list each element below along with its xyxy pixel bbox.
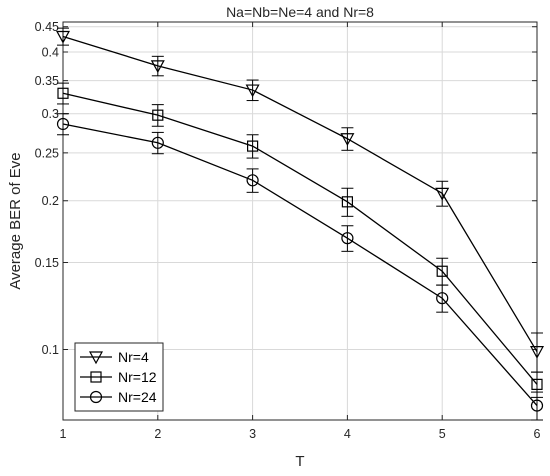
legend-marker xyxy=(89,390,103,404)
legend-label: Nr=12 xyxy=(118,369,157,385)
data-point xyxy=(55,30,71,44)
grid-lines xyxy=(63,22,537,420)
x-tick-label: 1 xyxy=(60,427,67,441)
data-point xyxy=(341,196,353,208)
series-layer xyxy=(55,27,545,421)
data-point xyxy=(435,187,450,201)
legend-label: Nr=4 xyxy=(118,349,149,365)
y-tick-label: 0.1 xyxy=(42,343,59,357)
data-point xyxy=(56,117,70,131)
y-tick-label: 0.4 xyxy=(42,45,59,59)
data-point xyxy=(530,399,544,412)
y-tick-label: 0.35 xyxy=(35,74,59,88)
data-point xyxy=(436,292,449,305)
data-point xyxy=(531,378,543,390)
y-tick-label: 0.15 xyxy=(35,256,59,270)
legend: Nr=4 Nr=12 Nr=24 xyxy=(74,342,164,412)
y-tick-label: 0.2 xyxy=(42,194,59,208)
data-point xyxy=(529,346,545,359)
y-tick-label: 0.25 xyxy=(35,146,59,160)
data-point xyxy=(341,232,354,245)
chart-title: Na=Nb=Ne=4 and Nr=8 xyxy=(226,4,374,20)
data-point xyxy=(246,174,259,187)
legend-item: Nr=12 xyxy=(80,369,157,385)
data-point xyxy=(245,84,260,98)
x-tick-label: 6 xyxy=(534,427,541,441)
legend-item: Nr=4 xyxy=(80,349,149,365)
series-line xyxy=(62,92,538,385)
y-axis-label: Average BER of Eve xyxy=(7,152,24,289)
data-point xyxy=(247,140,259,152)
y-tick-label: 0.45 xyxy=(35,20,59,34)
axis-ticks: 1 2 3 4 5 6 0.1 0.15 0.2 0.25 0.3 0.35 0.4 0.45 xyxy=(35,20,541,441)
legend-marker xyxy=(90,371,102,383)
data-point xyxy=(150,60,165,74)
data-point xyxy=(152,109,164,121)
series-line xyxy=(62,123,538,407)
series-3 xyxy=(56,113,544,421)
plot-frame xyxy=(62,21,538,421)
data-point xyxy=(340,133,355,146)
series-2 xyxy=(57,82,543,398)
series-line xyxy=(62,35,538,352)
x-tick-label: 3 xyxy=(249,427,256,441)
data-point xyxy=(57,87,69,99)
x-tick-label: 4 xyxy=(344,427,351,441)
x-tick-label: 5 xyxy=(439,427,446,441)
x-tick-label: 2 xyxy=(154,427,161,441)
y-tick-label: 0.3 xyxy=(42,107,59,121)
legend-item: Nr=24 xyxy=(80,389,157,405)
data-point xyxy=(151,136,164,149)
legend-label: Nr=24 xyxy=(118,389,157,405)
x-axis-label: T xyxy=(295,453,304,470)
legend-marker xyxy=(88,351,104,365)
data-point xyxy=(436,265,448,277)
